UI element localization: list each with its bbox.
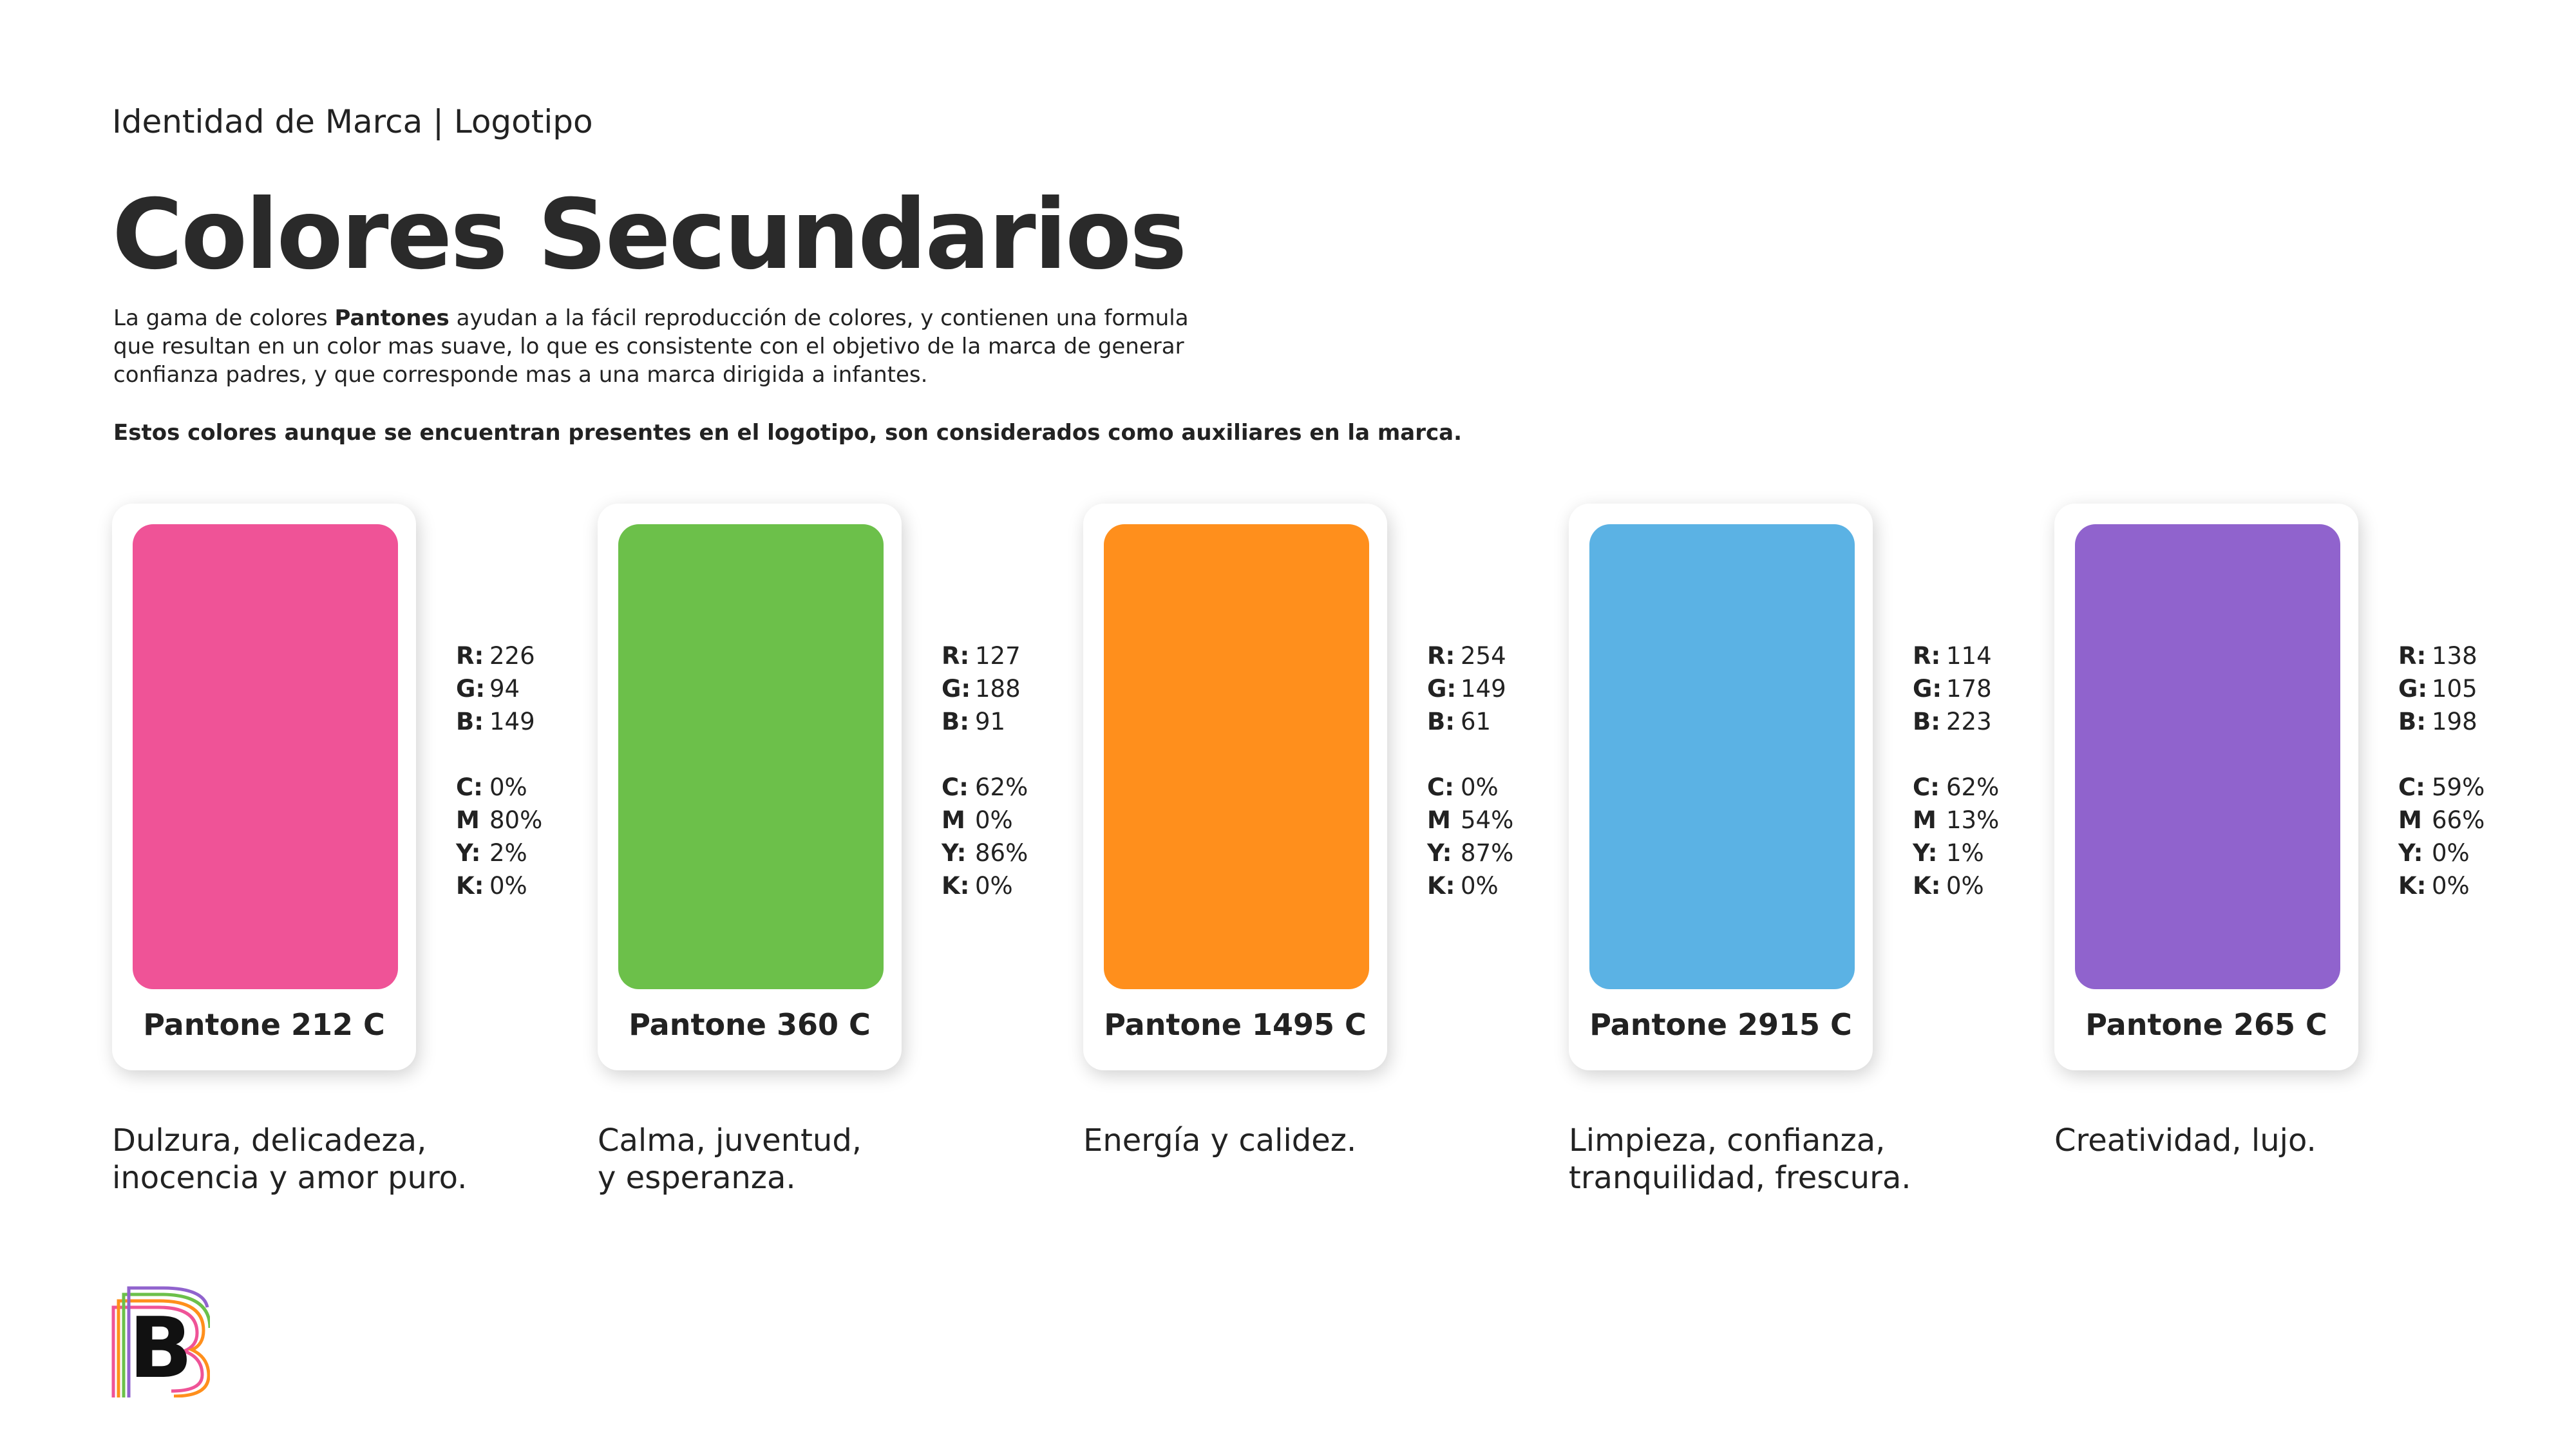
intro-bold-term: Pantones [334,305,450,331]
pantone-name: Pantone 1495 C [1104,1007,1367,1042]
value-k: K: 0% [1427,872,1499,900]
color-swatch [1104,524,1369,989]
value-k: K: 0% [2398,872,2470,900]
value-c: C: 62% [942,773,1028,801]
brand-logo: B [111,1286,210,1397]
value-r: R: 226 [456,642,535,670]
pantone-name: Pantone 2915 C [1589,1007,1852,1042]
logo-letter: B [129,1299,193,1397]
value-r: R: 114 [1913,642,1992,670]
value-y: Y: 2% [456,839,527,867]
color-description: Calma, juventud, y esperanza. [598,1122,862,1196]
color-values: R: 254 G: 149 B: 61 C: 0% M 54% Y: 87% K: 0% [1427,639,1513,902]
color-description: Creatividad, lujo. [2054,1122,2316,1159]
value-g: G: 188 [942,675,1021,703]
color-values: R: 138 G: 105 B: 198 C: 59% M 66% Y: 0% K: 0% [2398,639,2485,902]
value-r: R: 127 [942,642,1021,670]
value-m: M 0% [942,806,1013,834]
logo-stripe-4 [127,1286,209,1397]
intro-line-2: que resultan en un color mas suave, lo q… [113,334,1184,359]
color-values: R: 114 G: 178 B: 223 C: 62% M 13% Y: 1% K: 0% [1913,639,1999,902]
pantone-name: Pantone 265 C [2085,1007,2327,1042]
value-y: Y: 87% [1427,839,1514,867]
color-values: R: 226 G: 94 B: 149 C: 0% M 80% Y: 2% K: 0% [456,639,542,902]
value-m: M 80% [456,806,543,834]
color-card: Pantone 212 C [112,504,416,1070]
value-c: C: 59% [2398,773,2485,801]
value-b: B: 198 [2398,708,2477,735]
value-c: C: 0% [1427,773,1499,801]
note-text: Estos colores aunque se encuentran prese… [113,420,1463,446]
value-m: M 54% [1427,806,1514,834]
value-b: B: 61 [1427,708,1492,735]
value-c: C: 62% [1913,773,2000,801]
breadcrumb: Identidad de Marca | Logotipo [112,103,593,140]
value-y: Y: 86% [942,839,1028,867]
color-card: Pantone 265 C [2054,504,2358,1070]
color-description: Energía y calidez. [1083,1122,1357,1159]
color-card: Pantone 360 C [598,504,902,1070]
page-title: Colores Secundarios [112,179,1187,291]
value-m: M 66% [2398,806,2485,834]
intro-line-1: La gama de colores Pantones ayudan a la … [113,305,1189,331]
color-values: R: 127 G: 188 B: 91 C: 62% M 0% Y: 86% K: 0% [942,639,1028,902]
value-g: G: 94 [456,675,520,703]
value-k: K: 0% [942,872,1013,900]
intro-paragraph: La gama de colores Pantones ayudan a la … [113,304,1273,389]
pantone-name: Pantone 360 C [629,1007,871,1042]
color-card: Pantone 1495 C [1083,504,1387,1070]
value-c: C: 0% [456,773,527,801]
logo-stripe-1 [111,1305,204,1397]
value-y: Y: 1% [1913,839,1984,867]
color-swatch [1589,524,1855,989]
color-swatch [618,524,884,989]
value-b: B: 149 [456,708,535,735]
logo-stripe-3 [122,1293,210,1397]
value-b: B: 91 [942,708,1006,735]
value-g: G: 178 [1913,675,1992,703]
value-m: M 13% [1913,806,2000,834]
color-swatch [133,524,398,989]
value-k: K: 0% [1913,872,1984,900]
intro-line-3: confianza padres, y que corresponde mas … [113,362,928,388]
value-r: R: 138 [2398,642,2477,670]
color-card: Pantone 2915 C [1569,504,1873,1070]
logo-stripe-2 [117,1299,210,1397]
value-g: G: 105 [2398,675,2477,703]
value-k: K: 0% [456,872,527,900]
value-b: B: 223 [1913,708,1992,735]
value-g: G: 149 [1427,675,1506,703]
color-swatch [2075,524,2340,989]
color-description: Dulzura, delicadeza, inocencia y amor pu… [112,1122,468,1196]
pantone-name: Pantone 212 C [143,1007,385,1042]
value-r: R: 254 [1427,642,1506,670]
value-y: Y: 0% [2398,839,2470,867]
color-description: Limpieza, confianza, tranquilidad, fresc… [1569,1122,1911,1196]
